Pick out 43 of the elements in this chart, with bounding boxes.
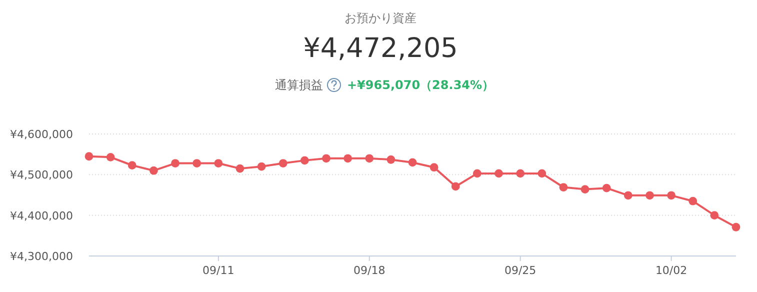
point (408, 158, 417, 167)
point (473, 169, 482, 178)
text: 通算損益 (275, 78, 323, 92)
point (171, 159, 180, 168)
y-tick-label: ¥4,600,000 (10, 128, 73, 141)
x-tick-label: 09/25 (504, 264, 536, 277)
point (84, 152, 94, 161)
point (365, 154, 374, 163)
point (236, 164, 244, 173)
point (710, 211, 719, 220)
y-tick-label: ¥4,400,000 (10, 209, 73, 222)
point (150, 166, 158, 175)
chart-title: お預かり資産 (344, 11, 416, 25)
point (300, 156, 309, 165)
point (214, 159, 223, 168)
point (322, 154, 330, 163)
x-tick-label: 09/11 (202, 264, 234, 277)
y-tick-label: ¥4,300,000 (10, 250, 73, 263)
point (667, 191, 676, 200)
x-tick-label: 09/18 (354, 264, 386, 277)
point (128, 161, 136, 170)
text: +¥965,070（28.34%） (347, 78, 494, 92)
point (494, 169, 503, 178)
point (624, 191, 632, 200)
point (538, 169, 546, 178)
point (344, 154, 352, 163)
point (278, 159, 288, 168)
point (451, 182, 460, 191)
point (646, 191, 654, 200)
point (602, 184, 611, 192)
point (386, 155, 396, 164)
point (580, 185, 590, 194)
point (430, 163, 438, 172)
point (732, 222, 740, 232)
point (106, 152, 115, 162)
point (559, 183, 568, 192)
x-tick-label: 10/02 (655, 264, 688, 277)
point (257, 162, 266, 171)
point (688, 196, 698, 206)
point (516, 169, 525, 178)
y-tick-label: ¥4,500,000 (10, 168, 73, 182)
point (192, 159, 202, 168)
chart-subtitle: ¥4,472,205 (303, 33, 458, 64)
